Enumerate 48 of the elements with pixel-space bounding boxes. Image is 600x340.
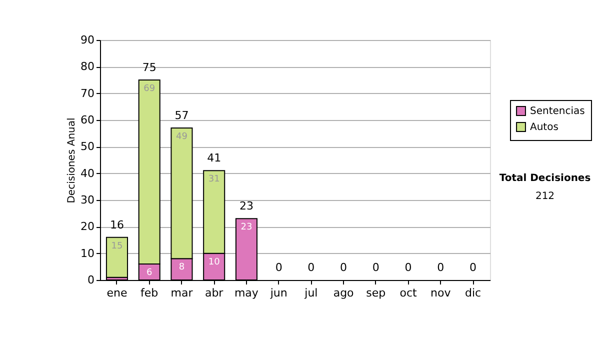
legend-label: Autos [530,122,558,133]
total-label: 0 [437,261,444,274]
data-label: 8 [178,262,185,273]
x-tick-label: nov [430,286,452,300]
data-label: 10 [208,257,220,268]
total-label: 57 [174,109,189,122]
y-tick-label: 40 [80,166,94,180]
x-tick-label: ago [333,286,354,300]
x-tick-label: jun [269,286,288,300]
y-tick-label: 0 [88,274,94,286]
legend-label: Sentencias [530,106,585,117]
x-tick-label: abr [204,286,224,300]
x-tick-label: jul [304,286,318,300]
total-label: 41 [207,152,222,165]
x-tick-label: ene [106,286,128,300]
total-label: 0 [340,261,348,274]
total-label: 0 [308,261,315,274]
total-label: 16 [110,218,124,232]
y-tick-label: 50 [80,140,94,154]
total-label: 0 [372,261,380,274]
x-tick-label: may [234,286,259,300]
total-label: 23 [239,200,254,213]
total-label: 0 [470,261,477,274]
data-label: 23 [240,222,252,233]
data-label: 69 [144,84,156,94]
bar [106,236,128,278]
y-tick-label: 30 [80,194,94,206]
y-tick-label: 70 [80,86,94,100]
x-tick-label: mar [170,286,194,300]
data-label: 15 [111,241,123,252]
data-label: 31 [208,174,220,185]
total-label: 75 [142,61,156,74]
y-tick-label: 20 [80,220,94,234]
x-tick-label: sep [366,286,386,300]
data-label: 6 [146,268,152,278]
text: 212 [535,191,555,202]
y-tick-label: 60 [80,114,94,126]
text: Total Decisiones [499,173,591,184]
y-axis-title: Decisiones Anual [66,118,78,204]
y-tick-label: 10 [80,246,94,260]
x-tick-label: feb [140,286,158,300]
data-label: 49 [176,132,188,142]
y-tick-label: 80 [80,60,94,74]
total-label: 0 [275,261,282,274]
y-tick-label: 90 [80,34,94,46]
x-tick-label: oct [400,286,418,300]
total-label: 0 [404,261,412,274]
x-tick-label: dic [464,286,482,300]
